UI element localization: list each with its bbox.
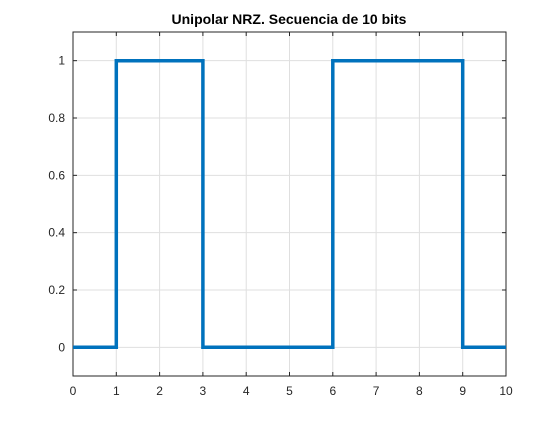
y-tick-label: 0.4 <box>48 226 65 240</box>
x-tick-label: 6 <box>329 384 336 398</box>
x-tick-label: 10 <box>499 384 513 398</box>
x-tick-label: 9 <box>459 384 466 398</box>
x-tick-label: 0 <box>70 384 77 398</box>
y-tick-label: 0.2 <box>48 283 65 297</box>
x-tick-label: 3 <box>200 384 207 398</box>
plot-area <box>73 32 506 376</box>
chart-title: Unipolar NRZ. Secuencia de 10 bits <box>172 11 407 27</box>
x-tick-label: 1 <box>113 384 120 398</box>
x-tick-label: 5 <box>286 384 293 398</box>
x-tick-label: 7 <box>373 384 380 398</box>
x-tick-label: 2 <box>156 384 163 398</box>
x-tick-label: 4 <box>243 384 250 398</box>
y-tick-label: 0.8 <box>48 111 65 125</box>
x-tick-label: 8 <box>416 384 423 398</box>
y-tick-label: 0 <box>58 340 65 354</box>
y-tick-label: 0.6 <box>48 168 65 182</box>
y-tick-label: 1 <box>58 54 65 68</box>
